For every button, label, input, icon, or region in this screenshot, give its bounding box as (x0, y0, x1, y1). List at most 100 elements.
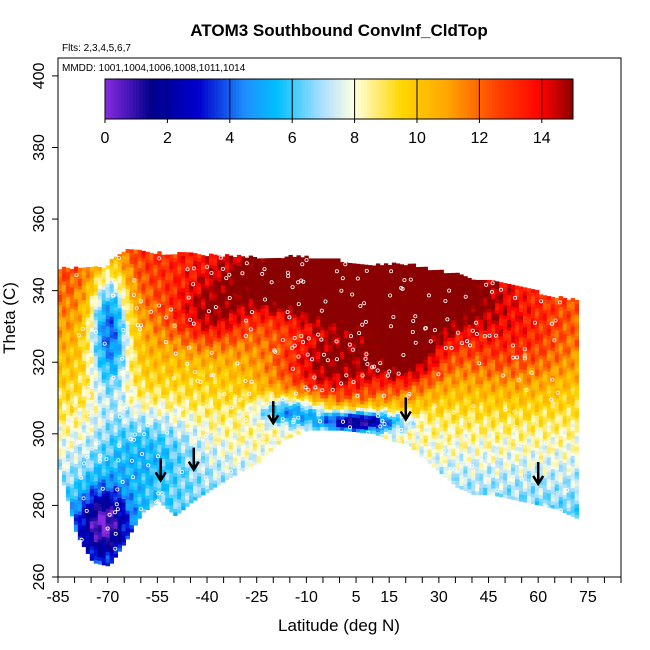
heatmap-cell (65, 300, 71, 305)
heatmap-cell (101, 414, 107, 419)
heatmap-cell (248, 370, 254, 375)
heatmap-cell (197, 408, 202, 413)
heatmap-cell (340, 358, 345, 363)
heatmap-cell (205, 317, 210, 321)
heatmap-cell (236, 390, 242, 395)
heatmap-cell (117, 254, 122, 259)
heatmap-cell (121, 362, 126, 367)
heatmap-cell (129, 524, 134, 529)
heatmap-cell (296, 384, 301, 389)
heatmap-cell (193, 460, 198, 465)
heatmap-cell (177, 456, 182, 460)
heatmap-cell (236, 376, 242, 381)
heatmap-cell (209, 464, 214, 469)
heatmap-cell (85, 385, 91, 390)
heatmap-cell (117, 318, 122, 323)
heatmap-cell (272, 272, 277, 277)
heatmap-cell (228, 298, 234, 303)
heatmap-cell (189, 366, 194, 371)
heatmap-cell (157, 419, 162, 424)
heatmap-cell (177, 266, 182, 271)
heatmap-cell (101, 375, 107, 380)
heatmap-cell (65, 418, 71, 423)
heatmap-cell (328, 330, 333, 335)
heatmap-cell (133, 446, 138, 451)
heatmap-cell (133, 378, 138, 383)
heatmap-cell (69, 326, 75, 331)
heatmap-cell (367, 308, 373, 313)
heatmap-cell (197, 261, 202, 266)
heatmap-cell (205, 424, 210, 429)
heatmap-cell (153, 393, 158, 398)
heatmap-cell (367, 351, 373, 355)
heatmap-cell (165, 379, 170, 384)
heatmap-cell (328, 351, 333, 356)
heatmap-cell (137, 443, 142, 448)
heatmap-cell (252, 435, 258, 440)
heatmap-cell (181, 388, 186, 393)
heatmap-cell (304, 284, 309, 289)
heatmap-cell (332, 408, 337, 413)
heatmap-cell (356, 335, 361, 340)
heatmap-cell (336, 380, 341, 385)
heatmap-cell (224, 390, 230, 395)
heatmap-cell (256, 262, 262, 266)
heatmap-cell (181, 398, 186, 403)
heatmap-cell (216, 405, 222, 410)
heatmap-cell (89, 445, 95, 450)
heatmap-cell (324, 355, 329, 360)
heatmap-cell (244, 415, 250, 420)
heatmap-cell (101, 332, 107, 337)
heatmap-cell (216, 355, 222, 360)
heatmap-cell (228, 320, 234, 324)
heatmap-cell (228, 255, 234, 260)
heatmap-cell (276, 426, 281, 431)
heatmap-cell (224, 329, 230, 334)
heatmap-cell (121, 384, 126, 389)
heatmap-cell (288, 355, 293, 360)
heatmap-cell (232, 264, 238, 269)
heatmap-cell (89, 345, 95, 350)
heatmap-cell (177, 362, 182, 367)
heatmap-cell (77, 446, 83, 451)
heatmap-cell (212, 315, 218, 320)
heatmap-cell (177, 420, 182, 425)
heatmap-cell (280, 279, 285, 284)
heatmap-cell (252, 425, 258, 430)
heatmap-cell (81, 407, 87, 412)
heatmap-cell (340, 405, 345, 410)
heatmap-cell (268, 344, 273, 349)
heatmap-cell (97, 463, 103, 468)
heatmap-cell (236, 405, 242, 410)
heatmap-cell (149, 435, 154, 440)
heatmap-cell (157, 480, 162, 485)
heatmap-cell (320, 355, 325, 360)
heatmap-cell (181, 280, 186, 285)
heatmap-cell (69, 311, 75, 316)
heatmap-cell (93, 437, 99, 442)
heatmap-cell (352, 309, 357, 314)
heatmap-cell (296, 330, 301, 335)
heatmap-cell (169, 279, 174, 284)
heatmap-cell (121, 470, 126, 475)
heatmap-cell (356, 270, 361, 275)
heatmap-cell (81, 478, 87, 483)
heatmap-cell (81, 442, 87, 447)
heatmap-cell (360, 300, 365, 305)
heatmap-cell (336, 419, 341, 424)
heatmap-cell (304, 352, 309, 357)
heatmap-cell (58, 347, 63, 352)
heatmap-cell (344, 416, 349, 421)
heatmap-cell (216, 477, 222, 482)
heatmap-cell (352, 424, 357, 429)
heatmap-cell (220, 371, 226, 376)
heatmap-cell (165, 286, 170, 291)
heatmap-cell (240, 288, 246, 293)
heatmap-cell (205, 363, 210, 368)
heatmap-cell (97, 342, 103, 347)
heatmap-cell (292, 428, 297, 433)
heatmap-cell (216, 370, 222, 375)
heatmap-cell (256, 401, 262, 406)
heatmap-cell (61, 334, 67, 339)
heatmap-cell (161, 276, 166, 281)
